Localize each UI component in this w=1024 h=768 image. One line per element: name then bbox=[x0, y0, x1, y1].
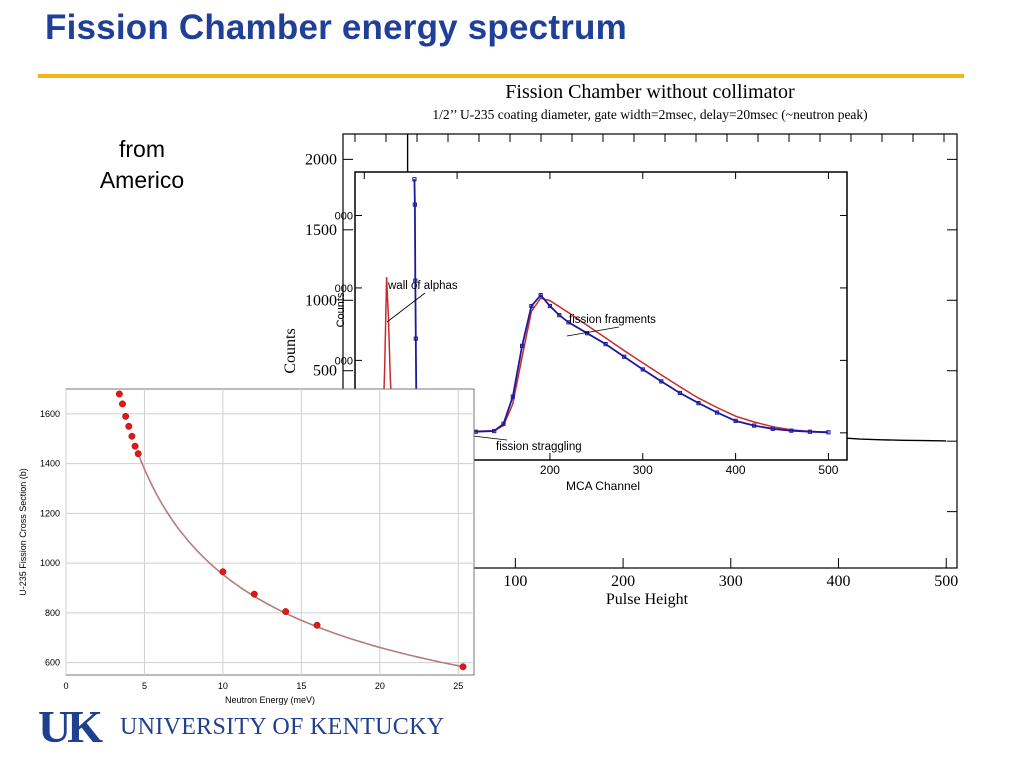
data-point bbox=[603, 341, 608, 347]
fit-curve bbox=[364, 277, 829, 434]
data-point bbox=[622, 354, 627, 359]
xs-y-tick-label: 1000 bbox=[40, 558, 60, 568]
university-name: UNIVERSITY OF KENTUCKY bbox=[120, 714, 445, 740]
xs-data-point bbox=[119, 400, 126, 408]
inset-x-tick-label: 400 bbox=[726, 463, 746, 477]
data-point bbox=[529, 303, 534, 309]
data-point bbox=[413, 278, 418, 283]
xs-data-point bbox=[128, 432, 136, 440]
data-point bbox=[557, 312, 562, 318]
y-tick-label: 2000 bbox=[305, 151, 337, 168]
data-point bbox=[510, 394, 515, 399]
y-axis-label: Counts bbox=[282, 328, 299, 373]
y-tick-label: 500 bbox=[313, 363, 337, 380]
xs-data-point bbox=[313, 621, 321, 629]
data-point bbox=[538, 293, 543, 298]
credit-line-author: Americo bbox=[99, 167, 185, 193]
title-divider bbox=[38, 74, 964, 78]
xs-y-tick-label: 600 bbox=[45, 658, 60, 668]
x-tick-label: 400 bbox=[827, 573, 851, 590]
xs-data-point bbox=[131, 442, 139, 450]
data-point bbox=[733, 418, 738, 423]
data-point bbox=[696, 401, 701, 406]
data-point bbox=[566, 320, 571, 325]
data-point bbox=[412, 202, 417, 207]
annotation-fission-fragments: fission fragments bbox=[569, 314, 656, 326]
inset-y-tick-label: 4000 bbox=[335, 283, 353, 295]
x-tick-label: 200 bbox=[611, 573, 635, 590]
credit-note: from Americo bbox=[82, 134, 202, 196]
credit-line-from: from bbox=[119, 136, 165, 162]
inset-x-tick-label: 300 bbox=[633, 463, 653, 477]
xs-x-axis-label: Neutron Energy (meV) bbox=[225, 695, 315, 705]
x-axis-label: Pulse Height bbox=[606, 591, 689, 608]
xs-y-tick-label: 1600 bbox=[40, 409, 60, 419]
chart-title: Fission Chamber without collimator bbox=[505, 81, 795, 103]
data-point bbox=[659, 379, 664, 384]
xs-x-tick-label: 0 bbox=[63, 681, 68, 691]
xs-data-point bbox=[459, 663, 467, 671]
data-point bbox=[807, 429, 812, 434]
page-title: Fission Chamber energy spectrum bbox=[45, 8, 627, 47]
data-point bbox=[677, 390, 683, 396]
cross-section-chart: 0 5 10 15 20 25 600 800 1000 1200 1400 1600 Neutron … bbox=[18, 388, 475, 705]
xs-y-tick-label: 800 bbox=[45, 608, 60, 618]
data-point bbox=[501, 421, 506, 426]
annotation-fission-straggling: fission straggling bbox=[496, 441, 582, 453]
data-point bbox=[640, 367, 645, 372]
xs-frame bbox=[65, 388, 475, 676]
annotation-leader bbox=[566, 326, 620, 337]
xs-x-tick-label: 25 bbox=[453, 681, 463, 691]
inset-x-tick-label: 500 bbox=[818, 463, 838, 477]
data-point bbox=[770, 426, 775, 431]
y-tick-label: 1000 bbox=[305, 292, 337, 309]
data-point bbox=[547, 303, 553, 309]
xs-data-point bbox=[250, 590, 258, 598]
xs-x-tick-label: 20 bbox=[375, 681, 385, 691]
uk-logo-mark: UK bbox=[38, 701, 103, 752]
inset-x-tick-label: 200 bbox=[540, 463, 560, 477]
inset-x-axis-label: MCA Channel bbox=[566, 479, 640, 493]
xs-data-point bbox=[125, 422, 133, 430]
xs-y-axis-label: U-235 Fission Cross Section (b) bbox=[18, 468, 28, 596]
xs-data-point bbox=[282, 608, 290, 616]
chart-subtitle: 1/2’’ U-235 coating diameter, gate width… bbox=[432, 107, 867, 122]
inset-y-axis-label: Counts bbox=[335, 292, 347, 327]
xs-x-tick-label: 5 bbox=[142, 681, 147, 691]
xs-x-tick-label: 15 bbox=[296, 681, 306, 691]
data-point bbox=[826, 430, 831, 435]
data-point bbox=[714, 410, 720, 415]
xs-y-tick-label: 1200 bbox=[40, 508, 60, 518]
x-tick-label: 300 bbox=[719, 573, 743, 590]
xs-data-point bbox=[115, 390, 123, 398]
inset-y-tick-label: 2000 bbox=[335, 355, 353, 367]
y-tick-label: 1500 bbox=[305, 222, 337, 239]
xs-data-point bbox=[122, 412, 130, 420]
xs-fit-curve bbox=[137, 453, 461, 667]
x-tick-label: 500 bbox=[934, 573, 958, 590]
data-point bbox=[412, 177, 417, 182]
annotation-leader bbox=[386, 292, 426, 323]
xs-data-point bbox=[134, 450, 142, 458]
inset-y-tick-label: 6000 bbox=[335, 210, 353, 222]
xs-y-tick-label: 1400 bbox=[40, 459, 60, 469]
annotation-wall-of-alphas: wall of alphas bbox=[387, 280, 458, 292]
data-point bbox=[752, 423, 757, 428]
xs-data-point bbox=[219, 568, 227, 576]
xs-x-tick-label: 10 bbox=[218, 681, 228, 691]
data-point bbox=[492, 428, 497, 434]
data-point bbox=[519, 343, 525, 348]
x-tick-label: 100 bbox=[503, 573, 527, 590]
data-point bbox=[789, 428, 794, 433]
data-point bbox=[413, 336, 418, 341]
